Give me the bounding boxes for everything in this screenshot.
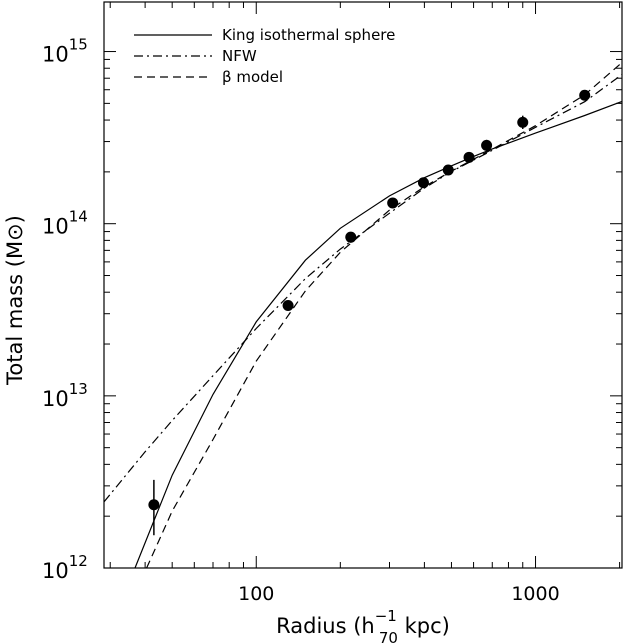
legend: King isothermal sphere NFW β model: [134, 26, 395, 86]
data-point: [442, 164, 454, 176]
plot-frame: [103, 1, 623, 569]
data-point: [345, 231, 357, 243]
data-point: [517, 116, 529, 128]
y-tick-label: 1012: [42, 552, 88, 583]
data-point: [481, 139, 493, 151]
axis-labels: 100 1000 1012 1013 1014 1015 Radius (h−1 70 kpc…: [3, 36, 560, 643]
y-axis-title: Total mass (M⊙): [3, 215, 27, 386]
curve-dashdot: [103, 74, 623, 503]
data-point: [579, 89, 591, 101]
data-point: [463, 151, 475, 163]
data-points: [148, 89, 591, 536]
x-axis-title: Radius (h−1 70 kpc): [276, 607, 450, 643]
data-point: [417, 177, 429, 189]
x-tick-label: 100: [238, 583, 274, 605]
y-tick-label: 1015: [42, 36, 88, 67]
axis-ticks: [104, 2, 622, 569]
x-tick-label: 1000: [511, 583, 559, 605]
data-point: [387, 197, 399, 209]
y-tick-label: 1013: [42, 380, 88, 411]
legend-label: β model: [222, 68, 283, 86]
curve-solid: [134, 100, 623, 569]
model-curves: [103, 62, 623, 569]
curve-dashed: [146, 62, 623, 569]
data-point: [282, 299, 294, 311]
legend-label: NFW: [222, 47, 257, 65]
data-point: [148, 499, 160, 511]
legend-label: King isothermal sphere: [222, 26, 395, 44]
y-tick-label: 1014: [42, 208, 88, 239]
